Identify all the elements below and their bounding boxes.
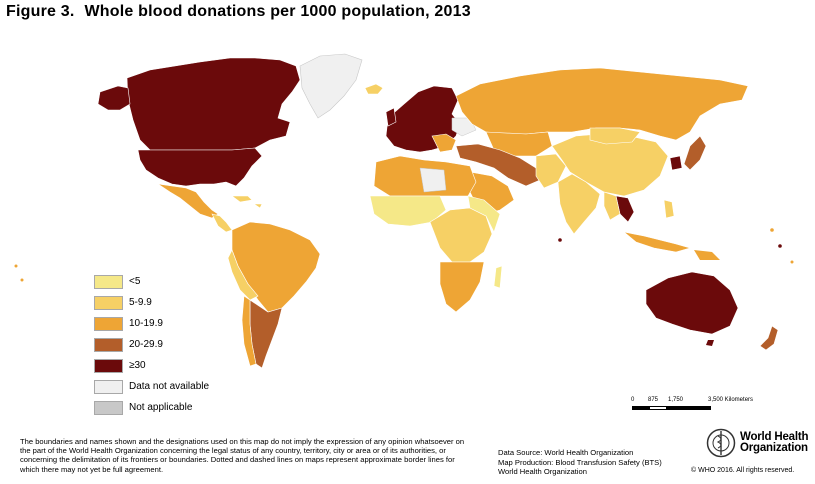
legend-swatch	[94, 295, 123, 310]
who-name-line2: Organization	[740, 442, 808, 454]
region-usa	[137, 147, 263, 187]
region-west-africa	[369, 195, 447, 227]
legend-label: 5-9.9	[129, 297, 152, 308]
region-central-africa	[429, 207, 493, 263]
region-philippines	[663, 199, 675, 219]
figure-title: Figure 3. Whole blood donations per 1000 …	[6, 3, 471, 21]
figure-title-text: Whole blood donations per 1000 populatio…	[84, 3, 471, 20]
legend-item: Not applicable	[94, 397, 209, 418]
island-dot	[14, 264, 18, 268]
scale-tick-label: 0	[631, 397, 635, 403]
island-dot	[770, 228, 774, 232]
organization: World Health Organization	[498, 467, 587, 477]
copyright: © WHO 2016. All rights reserved.	[691, 467, 795, 474]
legend-label: Data not available	[129, 381, 210, 392]
region-greenland	[299, 53, 363, 119]
region-madagascar	[493, 265, 503, 289]
scale-segment	[649, 406, 667, 410]
region-japan	[683, 135, 707, 171]
figure-label: Figure 3.	[6, 3, 75, 20]
region-mexico	[157, 183, 219, 219]
scale-segment	[667, 406, 711, 410]
region-tasmania	[706, 340, 714, 346]
legend-swatch	[94, 337, 123, 352]
legend-label: 20-29.9	[129, 339, 163, 350]
data-source: Data Source: World Health Organization	[498, 448, 634, 457]
region-korea	[669, 155, 683, 171]
island-dot	[790, 260, 794, 264]
legend-label: 10-19.9	[129, 318, 163, 329]
legend-item: Data not available	[94, 376, 209, 397]
scale-tick-label: 1,750	[668, 397, 684, 403]
region-iceland	[364, 83, 384, 95]
legend-swatch	[94, 400, 123, 415]
island-dot	[20, 278, 24, 282]
region-indonesia	[623, 231, 692, 253]
region-caribbean	[231, 195, 263, 209]
region-png	[694, 250, 720, 260]
region-canada	[126, 57, 301, 151]
region-chile	[241, 295, 257, 367]
scale-tick-label: 3,500 Kilometers	[708, 397, 754, 403]
region-east-africa	[467, 195, 501, 233]
legend-swatch	[94, 358, 123, 373]
region-new-zealand	[759, 325, 779, 351]
legend-swatch	[94, 274, 123, 289]
who-emblem-icon	[706, 428, 736, 458]
region-uk	[385, 107, 397, 127]
scale-tick-label: 875	[648, 397, 659, 403]
disclaimer: The boundaries and names shown and the d…	[20, 437, 465, 474]
region-sahara-na	[419, 167, 447, 193]
credits: Data Source: World Health Organization M…	[498, 448, 662, 477]
who-name-line1: World Health	[740, 431, 809, 443]
region-india	[557, 173, 601, 235]
legend-label: Not applicable	[129, 402, 193, 413]
region-australia	[645, 271, 739, 335]
island-dot	[558, 238, 562, 242]
legend-item: 5-9.9	[94, 292, 209, 313]
scale-bar: 0 875 1,750 3,500 Kilometers	[631, 397, 804, 417]
legend-item: 20-29.9	[94, 334, 209, 355]
scale-segment	[632, 406, 649, 410]
region-balkans	[431, 133, 457, 153]
legend-swatch	[94, 316, 123, 331]
region-indochina	[603, 191, 621, 221]
who-name: World Health Organization	[740, 431, 809, 454]
region-southern-africa	[439, 261, 485, 313]
legend-item: <5	[94, 271, 209, 292]
legend-label: ≥30	[129, 360, 146, 371]
region-alaska	[97, 85, 131, 111]
legend: <5 5-9.9 10-19.9 20-29.9 ≥30 Data not av…	[94, 271, 209, 418]
who-logo: World Health Organization	[706, 428, 809, 458]
region-central-america	[211, 213, 233, 233]
region-turkey-iran	[455, 143, 541, 187]
legend-label: <5	[129, 276, 141, 287]
map-production: Map Production: Blood Transfusion Safety…	[498, 457, 662, 467]
legend-swatch	[94, 379, 123, 394]
legend-item: 10-19.9	[94, 313, 209, 334]
island-dot	[778, 244, 782, 248]
region-mongolia	[589, 127, 641, 145]
legend-item: ≥30	[94, 355, 209, 376]
